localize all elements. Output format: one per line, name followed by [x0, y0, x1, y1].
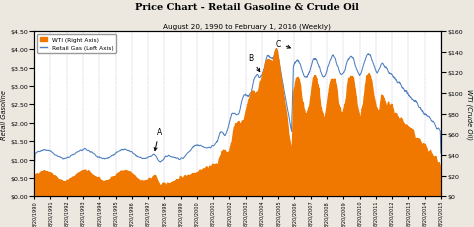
Y-axis label: Retail Gasoline: Retail Gasoline: [1, 89, 8, 139]
Text: August 20, 1990 to February 1, 2016 (Weekly): August 20, 1990 to February 1, 2016 (Wee…: [163, 24, 330, 30]
Y-axis label: WTI (Crude Oil): WTI (Crude Oil): [466, 89, 473, 140]
Text: B: B: [248, 54, 260, 72]
Text: A: A: [154, 128, 162, 151]
Text: C: C: [275, 39, 291, 49]
Legend: WTI (Right Axis), Retail Gas (Left Axis): WTI (Right Axis), Retail Gas (Left Axis): [37, 35, 116, 53]
Text: Price Chart - Retail Gasoline & Crude Oil: Price Chart - Retail Gasoline & Crude Oi…: [135, 3, 358, 12]
